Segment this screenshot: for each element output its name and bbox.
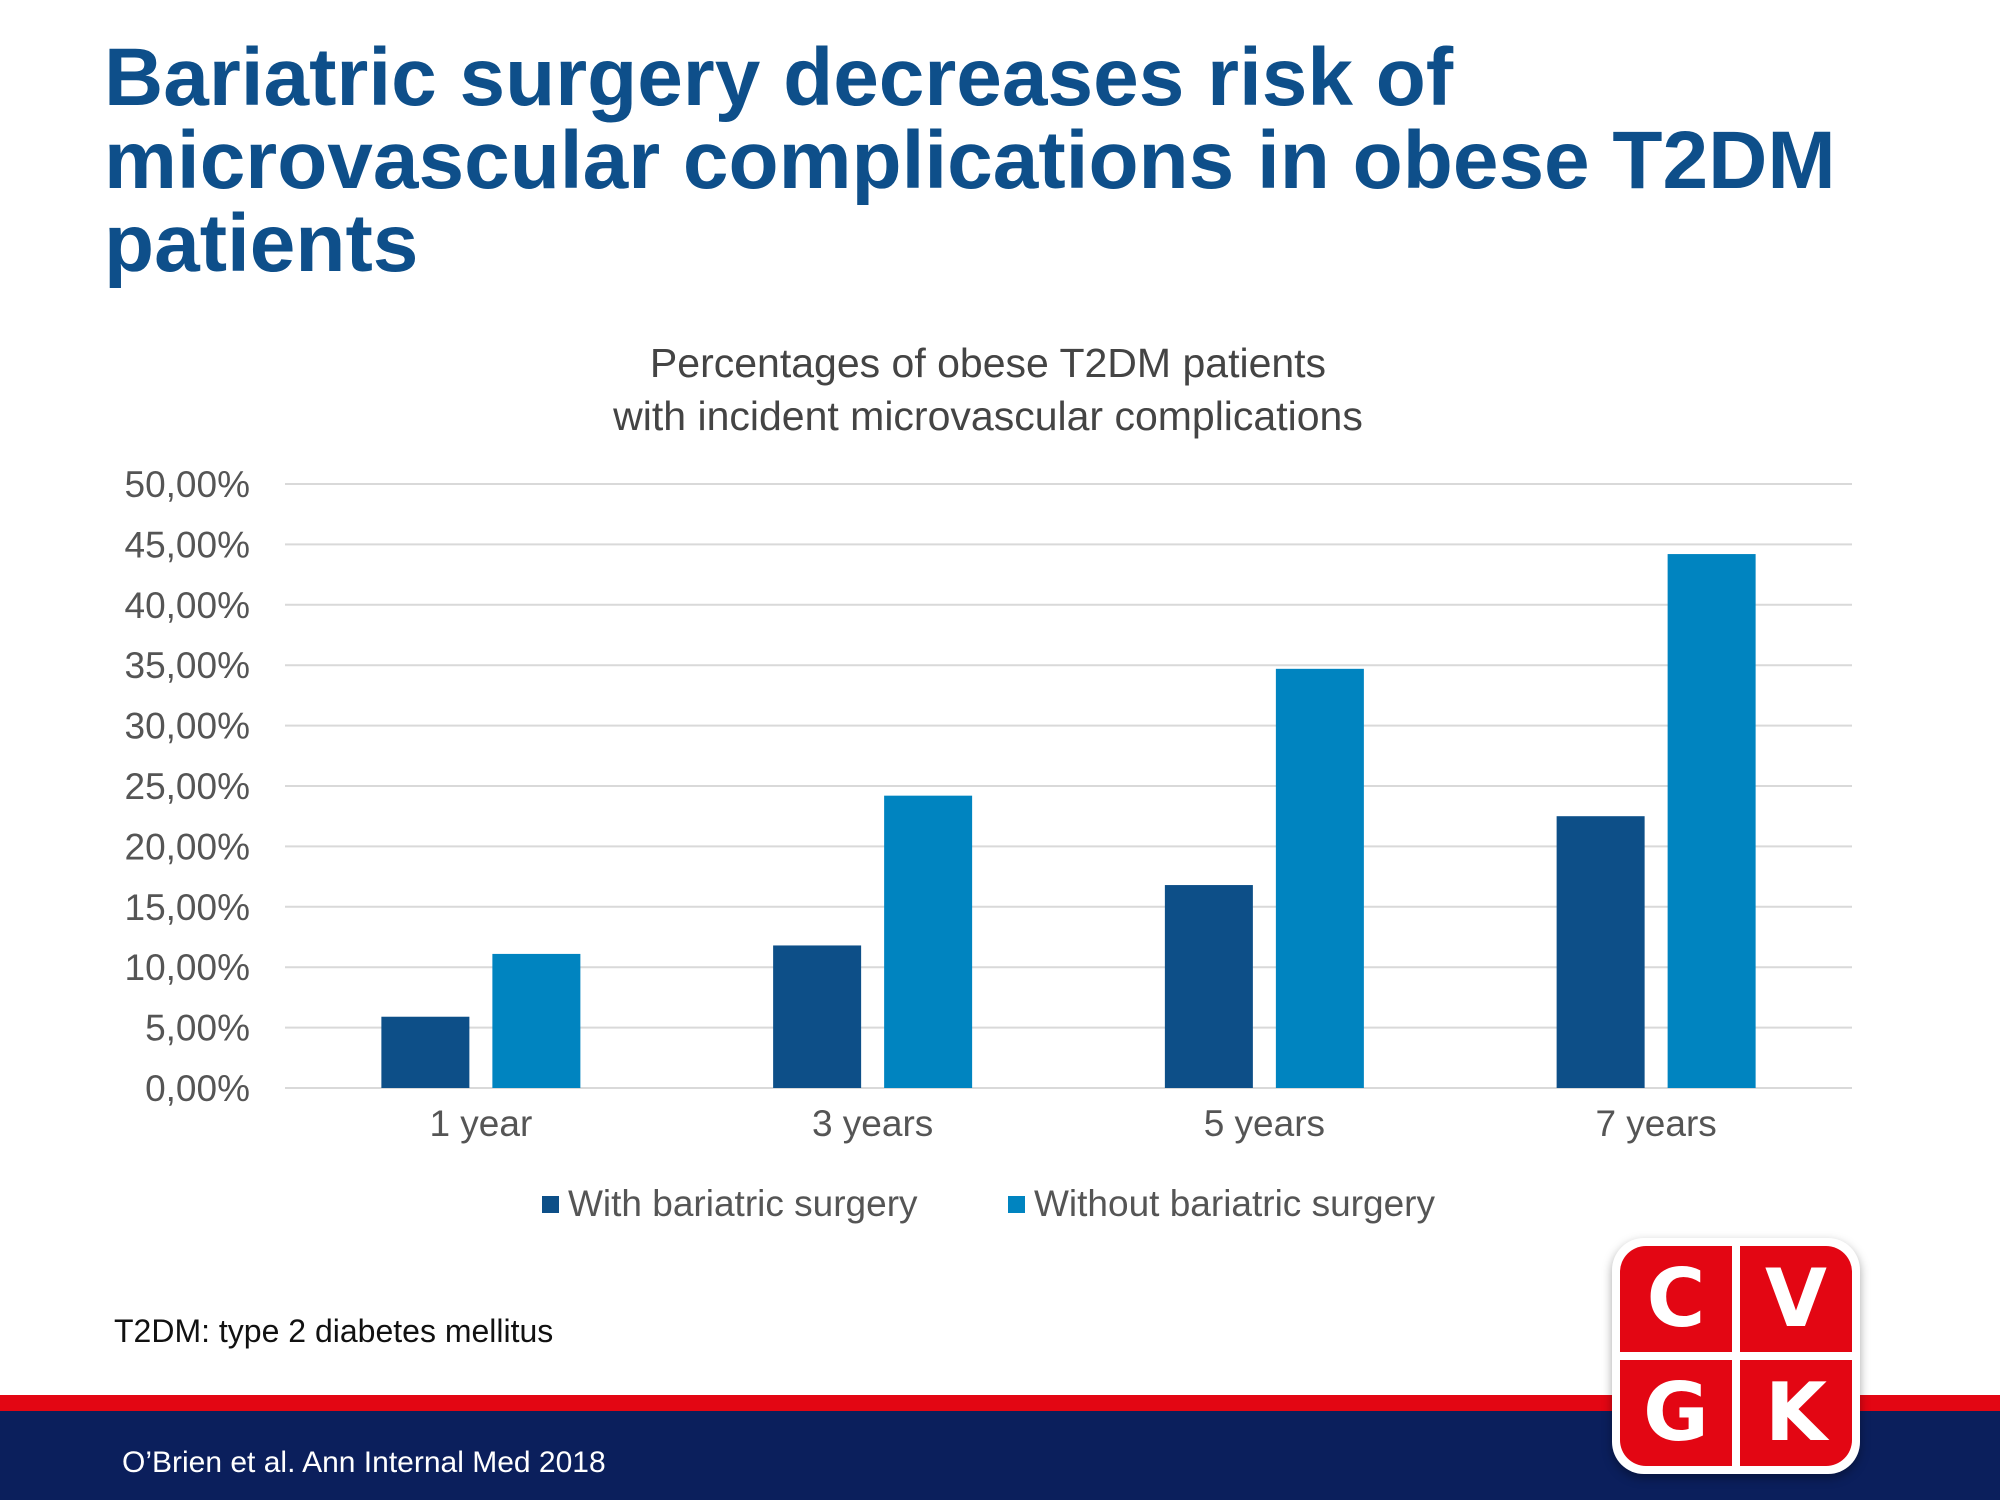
- y-tick-label: 10,00%: [125, 947, 251, 988]
- chart-title-line-1: Percentages of obese T2DM patients: [650, 340, 1326, 386]
- bar-with-surgery-2: [773, 945, 862, 1088]
- bar-with-surgery-3: [1164, 885, 1253, 1088]
- y-tick-label: 5,00%: [145, 1008, 250, 1049]
- chart-title-line-2: with incident microvascular complication…: [612, 393, 1363, 439]
- footer-red-stripe: [0, 1395, 2000, 1411]
- logo-letter-g: G: [1643, 1366, 1709, 1459]
- y-tick-label: 20,00%: [125, 826, 251, 867]
- x-tick-label: 5 years: [1204, 1103, 1325, 1144]
- y-tick-label: 25,00%: [125, 766, 251, 807]
- bar-with-surgery-4: [1556, 816, 1645, 1088]
- bar-without-surgery-2: [884, 795, 973, 1088]
- x-tick-label: 1 year: [429, 1103, 532, 1144]
- y-tick-label: 50,00%: [125, 464, 251, 505]
- citation: O’Brien et al. Ann Internal Med 2018: [122, 1446, 606, 1479]
- logo-letter-k: K: [1765, 1366, 1827, 1459]
- slide-title: Bariatric surgery decreases risk of micr…: [104, 32, 1836, 289]
- x-tick-label: 3 years: [812, 1103, 933, 1144]
- legend-swatch-2: [1008, 1196, 1025, 1213]
- bar-with-surgery-1: [381, 1016, 470, 1088]
- legend-label-1: With bariatric surgery: [568, 1183, 918, 1224]
- y-tick-label: 15,00%: [125, 887, 251, 928]
- bar-without-surgery-1: [492, 953, 581, 1088]
- logo-letter-v: V: [1765, 1252, 1827, 1345]
- x-tick-label: 7 years: [1595, 1103, 1716, 1144]
- bar-without-surgery-3: [1275, 668, 1364, 1088]
- logo-tile: C V G K: [1620, 1246, 1852, 1466]
- footnote: T2DM: type 2 diabetes mellitus: [114, 1313, 554, 1349]
- y-tick-label: 0,00%: [145, 1068, 250, 1109]
- y-tick-label: 35,00%: [125, 645, 251, 686]
- legend-label-2: Without bariatric surgery: [1034, 1183, 1435, 1224]
- logo-divider-horizontal: [1620, 1352, 1852, 1360]
- bar-without-surgery-4: [1667, 554, 1756, 1088]
- legend-swatch-1: [542, 1196, 559, 1213]
- logo-letter-c: C: [1646, 1252, 1706, 1345]
- y-tick-label: 40,00%: [125, 585, 251, 626]
- y-tick-label: 45,00%: [125, 524, 251, 565]
- cvgk-logo: C V G K: [1612, 1238, 1860, 1474]
- y-tick-label: 30,00%: [125, 706, 251, 747]
- bar-chart: Percentages of obese T2DM patients with i…: [125, 340, 1852, 1224]
